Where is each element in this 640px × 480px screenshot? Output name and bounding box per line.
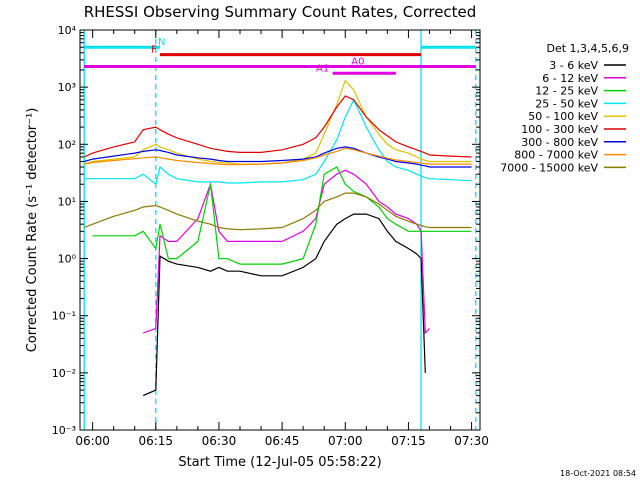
y-tick-label: 10² [58, 138, 76, 151]
flag-label-n: N [158, 37, 165, 48]
flag-label-a1: A1 [316, 63, 329, 74]
legend-entry-label: 100 - 300 keV [521, 123, 598, 136]
y-tick-label: 10⁻¹ [52, 310, 76, 323]
flag-label-f: F [151, 45, 157, 56]
legend-entry-label: 25 - 50 keV [535, 97, 598, 110]
legend-entry-label: 300 - 800 keV [521, 136, 598, 149]
series-line-6 [83, 95, 472, 158]
x-tick-label: 07:00 [328, 434, 363, 448]
series-line-3 [92, 166, 472, 265]
y-tick-label: 10¹ [58, 195, 76, 208]
legend-entry-label: 800 - 7000 keV [514, 149, 598, 162]
y-tick-label: 10⁻² [52, 367, 76, 380]
plot-frame [79, 29, 481, 431]
legend-entry-label: 7000 - 15000 keV [500, 161, 598, 174]
series-line-2 [142, 169, 430, 335]
legend-title: Det 1,3,4,5,6,9 [546, 42, 629, 55]
flag-label-a0: A0 [351, 56, 364, 67]
legend-entry-label: 50 - 100 keV [528, 110, 598, 123]
x-tick-label: 06:45 [265, 434, 300, 448]
timestamp: 18-Oct-2021 08:54 [560, 469, 636, 478]
y-axis-label: Corrected Count Rate (s⁻¹ detector⁻¹) [25, 108, 40, 353]
y-tick-label: 10⁰ [58, 253, 77, 266]
legend-entry-label: 12 - 25 keV [535, 85, 598, 98]
x-axis-label: Start Time (12-Jul-05 05:58:22) [178, 455, 381, 470]
x-tick-label: 07:30 [454, 434, 489, 448]
series-line-7 [84, 146, 472, 168]
y-tick-label: 10⁴ [58, 24, 77, 37]
series-line-9 [83, 192, 472, 231]
chart-title: RHESSI Observing Summary Count Rates, Co… [84, 3, 477, 21]
legend-entry-label: 6 - 12 keV [542, 72, 598, 85]
x-tick-label: 06:30 [202, 434, 237, 448]
legend-entry-label: 3 - 6 keV [549, 59, 598, 72]
series-line-8 [84, 147, 472, 166]
series-line-1 [142, 213, 426, 397]
x-tick-label: 06:15 [138, 434, 173, 448]
x-tick-label: 07:15 [391, 434, 426, 448]
series-line-4 [84, 98, 472, 186]
y-tick-label: 10⁻³ [52, 424, 76, 437]
x-tick-label: 06:00 [75, 434, 110, 448]
y-tick-label: 10³ [58, 81, 76, 94]
